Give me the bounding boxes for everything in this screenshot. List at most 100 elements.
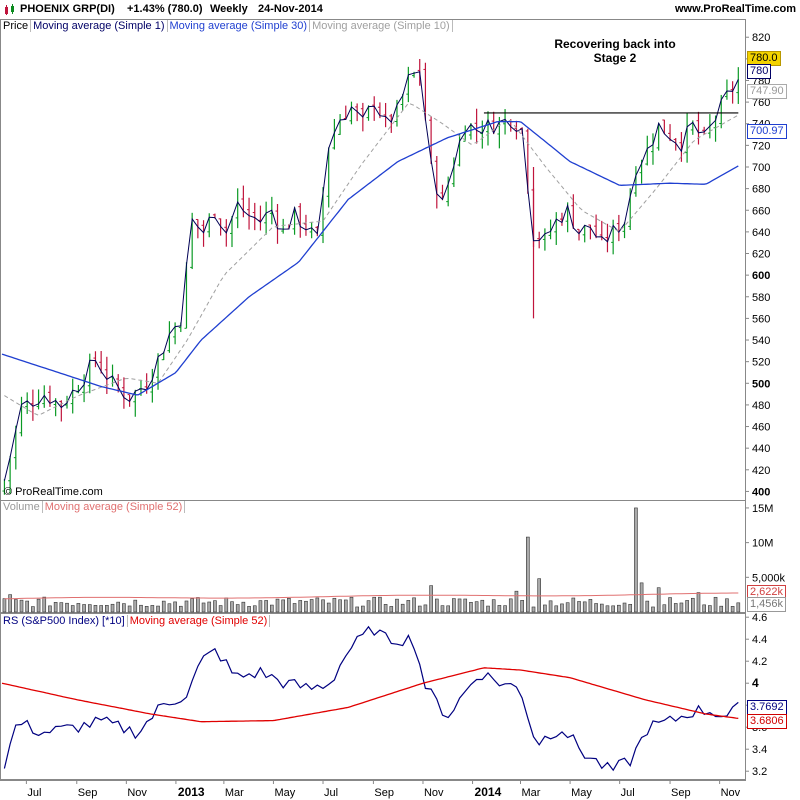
volume-bar[interactable] [526,536,530,613]
volume-bar[interactable] [59,602,64,613]
volume-bar[interactable] [150,605,155,613]
volume-bar[interactable] [82,604,86,613]
volume-panel[interactable] [0,500,746,613]
volume-bar[interactable] [275,598,280,613]
volume-bar[interactable] [178,605,183,613]
volume-bar[interactable] [87,604,92,613]
volume-bar[interactable] [19,599,24,613]
volume-bar[interactable] [105,605,109,613]
volume-bar[interactable] [361,605,365,613]
volume-bar[interactable] [560,603,564,613]
volume-bar[interactable] [446,605,450,613]
volume-bar[interactable] [656,587,661,613]
volume-bar[interactable] [520,600,524,613]
volume-bar[interactable] [690,597,695,613]
volume-bar[interactable] [480,599,485,613]
volume-bar[interactable] [537,578,541,613]
volume-bar[interactable] [372,596,377,613]
volume-bar[interactable] [679,602,684,613]
volume-bar[interactable] [565,602,570,613]
rs-panel[interactable] [0,613,746,780]
volume-bar[interactable] [617,604,621,613]
volume-bar[interactable] [14,599,18,613]
legend-sma10[interactable]: Moving average (Simple 10) [310,20,453,32]
volume-bar[interactable] [207,601,212,613]
volume-bar[interactable] [531,606,536,613]
volume-bar[interactable] [8,594,12,613]
volume-bar[interactable] [622,602,627,613]
volume-bar[interactable] [190,598,194,613]
volume-bar[interactable] [161,600,166,613]
volume-ma52-line[interactable] [4,592,739,600]
volume-bar[interactable] [634,507,638,613]
volume-bar[interactable] [400,603,405,613]
volume-bar[interactable] [730,606,735,613]
volume-bar[interactable] [144,606,149,613]
volume-bar[interactable] [457,598,462,613]
volume-bar[interactable] [651,606,655,613]
volume-bar[interactable] [668,597,672,613]
volume-bar[interactable] [315,597,320,613]
volume-bar[interactable] [258,600,263,613]
volume-bar[interactable] [167,603,172,613]
volume-bar[interactable] [463,598,468,613]
volume-bar[interactable] [469,601,473,613]
volume-bar[interactable] [611,605,615,613]
legend-price[interactable]: Price [1,20,32,32]
volume-bar[interactable] [332,597,337,613]
volume-bar[interactable] [702,604,706,613]
volume-bar[interactable] [497,605,502,613]
volume-bar[interactable] [326,602,331,613]
legend-sma30[interactable]: Moving average (Simple 30) [167,20,311,32]
legend-volume-ma52[interactable]: Moving average (Simple 52) [42,501,186,513]
volume-bar[interactable] [355,606,359,613]
volume-bar[interactable] [287,597,291,613]
volume-bar[interactable] [270,604,274,613]
volume-bar[interactable] [440,605,445,613]
volume-bar[interactable] [696,592,701,613]
volume-bar[interactable] [588,599,593,613]
volume-bar[interactable] [70,605,75,613]
legend-sma1[interactable]: Moving average (Simple 1) [31,20,168,32]
volume-bar[interactable] [264,600,268,613]
volume-bar[interactable] [685,600,689,613]
volume-bar[interactable] [133,599,138,613]
volume-bar[interactable] [304,600,308,613]
volume-bar[interactable] [292,603,297,613]
volume-bar[interactable] [708,605,712,613]
volume-bar[interactable] [366,600,371,613]
price-panel[interactable] [0,19,746,501]
volume-bar[interactable] [389,606,394,613]
volume-bar[interactable] [599,603,604,613]
volume-bar[interactable] [662,604,667,613]
volume-bar[interactable] [736,602,741,613]
volume-bar[interactable] [156,605,160,613]
volume-bar[interactable] [122,603,126,613]
site-url[interactable]: www.ProRealTime.com [674,3,796,15]
volume-bar[interactable] [321,599,325,613]
volume-bar[interactable] [224,597,229,613]
volume-bar[interactable] [76,603,81,613]
volume-bar[interactable] [486,605,490,613]
volume-bar[interactable] [127,605,132,613]
volume-bar[interactable] [25,600,29,613]
sma30-line[interactable] [1,120,739,396]
volume-bar[interactable] [719,605,724,613]
volume-bar[interactable] [110,603,115,613]
volume-bar[interactable] [53,602,58,613]
volume-bar[interactable] [48,605,52,613]
volume-bar[interactable] [184,600,189,613]
sma1-line[interactable] [3,71,739,481]
rs-line[interactable] [3,625,739,772]
volume-bar[interactable] [571,597,576,613]
volume-bar[interactable] [474,601,479,613]
volume-bar[interactable] [99,605,103,613]
volume-bar[interactable] [196,597,200,613]
volume-bar[interactable] [491,599,496,613]
volume-bar[interactable] [201,602,206,613]
volume-bar[interactable] [554,605,559,613]
volume-bar[interactable] [673,603,678,613]
volume-bar[interactable] [548,600,553,613]
volume-bar[interactable] [241,601,246,613]
